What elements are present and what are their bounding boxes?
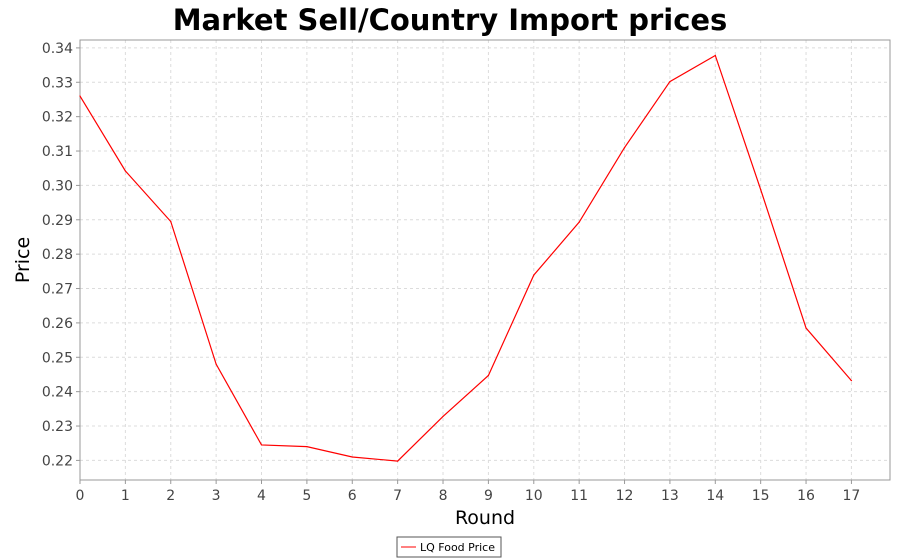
y-tick-label: 0.27	[42, 282, 73, 298]
data-point	[170, 220, 172, 223]
x-tick-label: 3	[212, 488, 221, 504]
x-tick-label: 4	[257, 488, 266, 504]
data-point	[533, 274, 535, 276]
legend-label-lq-food-price: LQ Food Price	[420, 541, 495, 554]
series-line-lq-food-price	[79, 54, 852, 462]
x-tick-label: 11	[570, 488, 588, 504]
data-point	[442, 415, 444, 418]
data-point	[850, 380, 853, 382]
y-tick-label: 0.32	[42, 110, 73, 126]
y-tick-label: 0.28	[42, 247, 73, 263]
grid	[79, 40, 890, 480]
x-tick-label: 1	[121, 488, 130, 504]
data-point	[79, 95, 81, 97]
series-layer	[79, 54, 853, 462]
data-point	[760, 188, 762, 191]
x-tick-label: 17	[843, 488, 861, 504]
x-tick-label: 9	[484, 488, 493, 504]
y-axis-label: Price	[12, 237, 34, 283]
y-tick-label: 0.24	[42, 385, 73, 401]
x-tick-label: 15	[752, 488, 770, 504]
data-point	[805, 327, 807, 329]
y-tick-label: 0.23	[42, 419, 73, 435]
data-point	[578, 221, 580, 223]
y-tick-label: 0.34	[42, 41, 73, 57]
data-point	[487, 374, 490, 377]
plot-area-border	[79, 39, 891, 481]
data-point	[669, 80, 671, 83]
x-tick-label: 6	[348, 488, 357, 504]
data-point	[260, 444, 263, 446]
data-point	[714, 54, 716, 57]
data-point	[306, 446, 308, 448]
y-tick-label: 0.33	[42, 75, 73, 91]
y-tick-label: 0.29	[42, 213, 73, 229]
x-tick-label: 13	[661, 488, 679, 504]
x-tick-label: 16	[797, 488, 815, 504]
data-point	[351, 456, 353, 458]
x-axis-label: Round	[455, 507, 515, 529]
y-tick-label: 0.30	[42, 178, 73, 194]
y-tick-label: 0.22	[42, 453, 73, 469]
data-point	[215, 363, 217, 365]
x-tick-label: 7	[393, 488, 402, 504]
y-tick-label: 0.31	[42, 144, 73, 160]
chart-title: Market Sell/Country Import prices	[173, 3, 728, 37]
x-tick-label: 14	[706, 488, 724, 504]
y-tick-label: 0.26	[42, 316, 73, 332]
legend: LQ Food Price	[396, 536, 502, 558]
x-tick-label: 2	[166, 488, 175, 504]
data-point	[124, 170, 126, 172]
x-tick-label: 5	[302, 488, 311, 504]
y-tick-label: 0.25	[42, 350, 73, 366]
data-point	[623, 146, 626, 149]
y-axis-ticks: 0.22 0.23 0.24 0.25 0.26 0.27 0.28 0.29 0.30 0.31…	[42, 41, 80, 469]
data-point	[397, 460, 399, 462]
x-tick-label: 10	[525, 488, 543, 504]
x-tick-label: 12	[616, 488, 634, 504]
x-tick-label: 0	[76, 488, 85, 504]
x-tick-label: 8	[439, 488, 448, 504]
legend-box	[396, 536, 502, 558]
x-axis-ticks: 0 1 2 3 4 5 6 7 8 9 10 11 12 13 14 15 16 17	[76, 480, 861, 504]
